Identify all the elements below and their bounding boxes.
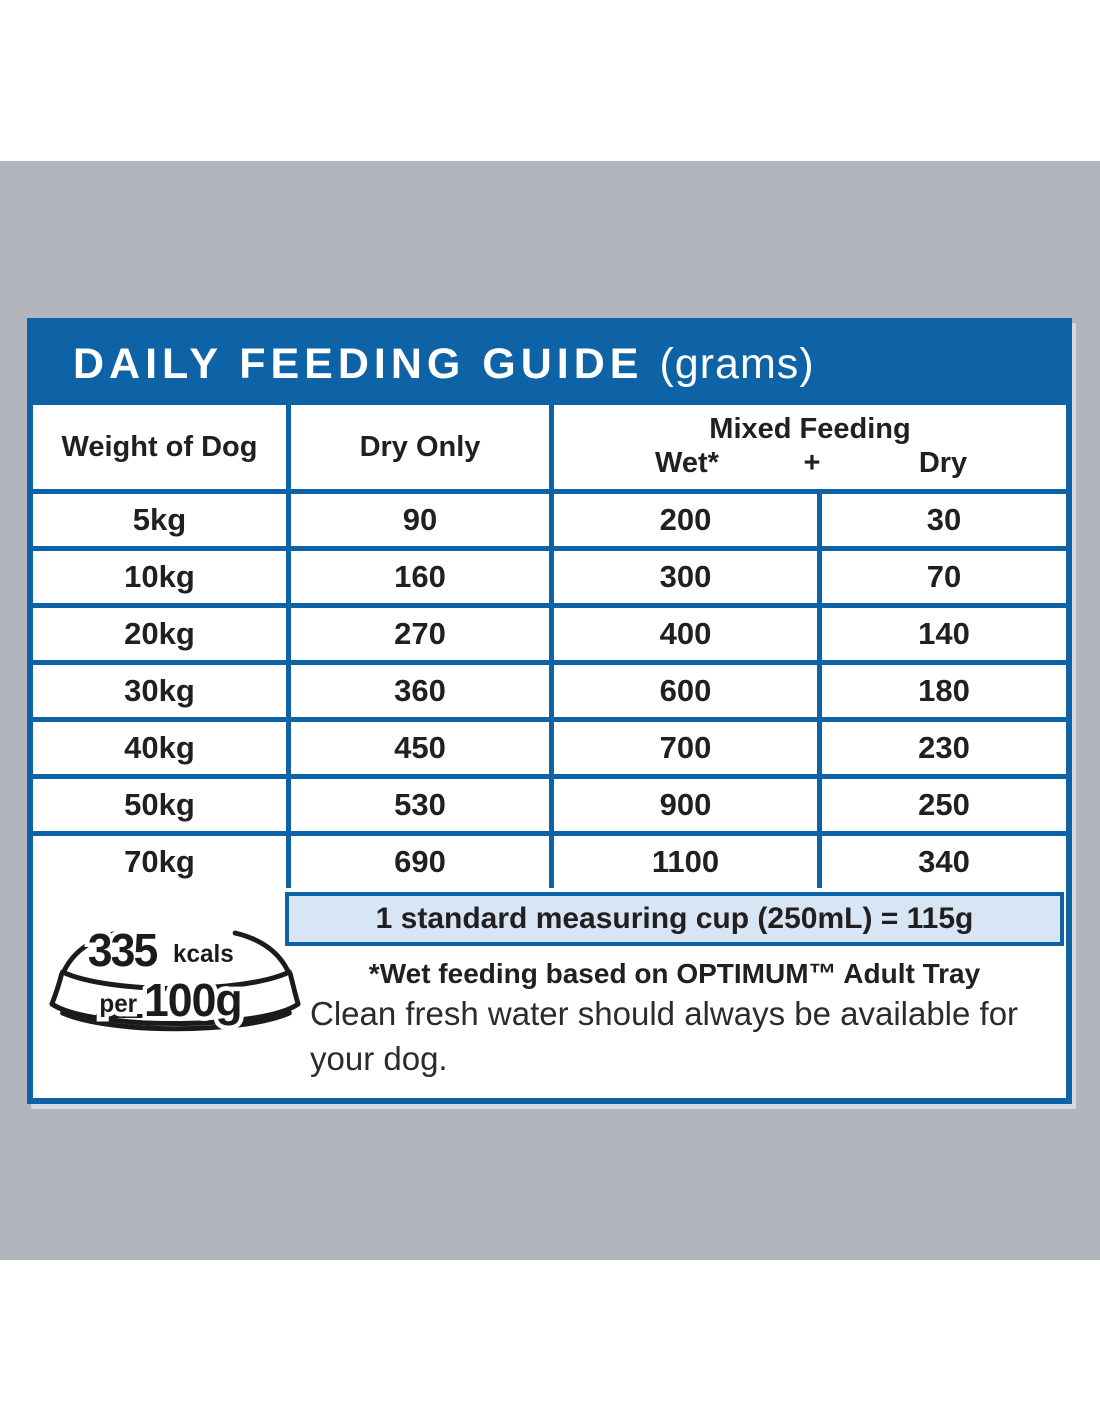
weight-cell: 10kg	[33, 551, 286, 603]
mixed-plus-label: +	[803, 446, 821, 479]
mixed-feeding-label: Mixed Feeding	[709, 413, 911, 446]
dry-only-cell: 360	[291, 665, 549, 717]
weight-cell: 30kg	[33, 665, 286, 717]
weight-cell: 5kg	[33, 494, 286, 546]
table-row: 10kg 160 300 70	[33, 551, 1066, 603]
kcal-unit: kcals	[173, 941, 234, 968]
mix-dry-cell: 230	[822, 722, 1066, 774]
mixed-wet-label: Wet*	[655, 446, 719, 479]
table-row: 30kg 360 600 180	[33, 665, 1066, 717]
col-header-weight: Weight of Dog	[33, 405, 286, 489]
panel-title-band: DAILY FEEDING GUIDE (grams)	[33, 324, 1066, 405]
mix-dry-cell: 140	[822, 608, 1066, 660]
measuring-cup-note: 1 standard measuring cup (250mL) = 115g	[285, 892, 1064, 946]
table-row: 40kg 450 700 230	[33, 722, 1066, 774]
mixed-dry-label: Dry	[918, 446, 968, 479]
weight-cell: 40kg	[33, 722, 286, 774]
wet-cell: 600	[554, 665, 817, 717]
dry-only-cell: 270	[291, 608, 549, 660]
mix-dry-cell: 180	[822, 665, 1066, 717]
kcal-badge: 335 kcals per 100g	[49, 924, 301, 1044]
kcal-amount: 100g	[144, 974, 242, 1026]
fresh-water-note: Clean fresh water should always be avail…	[310, 995, 1019, 1077]
wet-cell: 300	[554, 551, 817, 603]
wet-feeding-note: *Wet feeding based on OPTIMUM™ Adult Tra…	[368, 958, 981, 989]
weight-cell: 70kg	[33, 836, 286, 888]
col-header-dry-only: Dry Only	[291, 405, 549, 489]
mix-dry-cell: 70	[822, 551, 1066, 603]
feeding-guide-panel: DAILY FEEDING GUIDE (grams) Weight of Do…	[27, 318, 1072, 1104]
dry-only-cell: 90	[291, 494, 549, 546]
dry-only-cell: 530	[291, 779, 549, 831]
dry-only-cell: 160	[291, 551, 549, 603]
dog-bowl-icon: 335 kcals per 100g	[49, 924, 301, 1032]
wet-cell: 900	[554, 779, 817, 831]
kcal-value: 335	[88, 924, 157, 976]
panel-title: DAILY FEEDING GUIDE	[73, 340, 644, 388]
table-header-row: Weight of Dog Dry Only Mixed Feeding Wet…	[33, 405, 1066, 489]
table-row: 50kg 530 900 250	[33, 779, 1066, 831]
mix-dry-cell: 250	[822, 779, 1066, 831]
wet-cell: 1100	[554, 836, 817, 888]
feeding-table: Weight of Dog Dry Only Mixed Feeding Wet…	[33, 405, 1066, 888]
mix-dry-cell: 340	[822, 836, 1066, 888]
mix-dry-cell: 30	[822, 494, 1066, 546]
mixed-feeding-sublabels: Wet* + Dry	[554, 447, 1066, 480]
wet-cell: 700	[554, 722, 817, 774]
wet-cell: 200	[554, 494, 817, 546]
weight-cell: 50kg	[33, 779, 286, 831]
dry-only-cell: 690	[291, 836, 549, 888]
weight-cell: 20kg	[33, 608, 286, 660]
dry-only-cell: 450	[291, 722, 549, 774]
kcal-per: per	[99, 991, 137, 1018]
wet-cell: 400	[554, 608, 817, 660]
footnote-section: 1 standard measuring cup (250mL) = 115g …	[33, 888, 1066, 1097]
table-row: 70kg 690 1100 340	[33, 836, 1066, 888]
col-header-mixed: Mixed Feeding Wet* + Dry	[554, 405, 1066, 489]
table-row: 5kg 90 200 30	[33, 494, 1066, 546]
panel-title-units: (grams)	[659, 340, 815, 388]
table-row: 20kg 270 400 140	[33, 608, 1066, 660]
